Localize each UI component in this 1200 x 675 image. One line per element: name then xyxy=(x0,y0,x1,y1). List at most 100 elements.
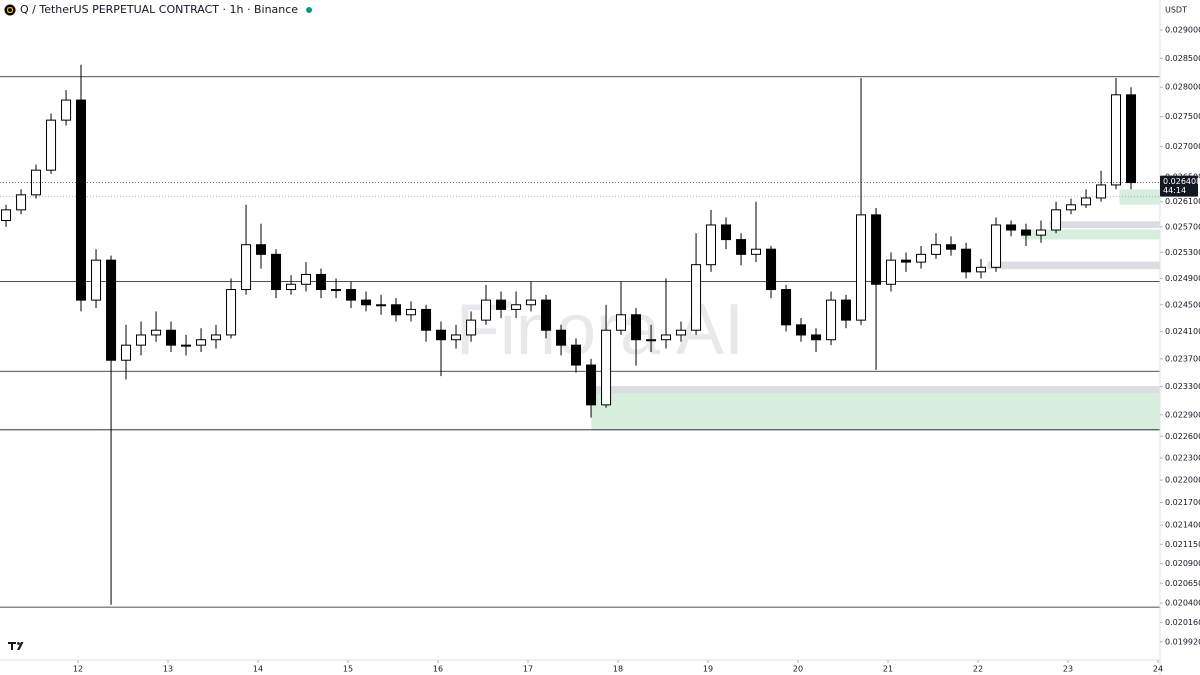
candle-body xyxy=(91,259,102,301)
candle-body xyxy=(750,248,762,255)
candle-body xyxy=(885,259,897,285)
y-tick-label: 0.022300 xyxy=(1165,454,1200,463)
candle-body xyxy=(106,259,117,361)
y-tick-label: 0.027500 xyxy=(1165,112,1200,121)
candle-body xyxy=(1,209,12,222)
candle-body xyxy=(435,329,447,341)
candle-body xyxy=(271,253,282,291)
zone xyxy=(591,393,1161,431)
x-tick-label: 13 xyxy=(163,665,173,674)
candle-body xyxy=(226,289,237,336)
candle-body xyxy=(991,224,1002,268)
candle-body xyxy=(136,334,147,346)
x-tick-label: 22 xyxy=(973,665,983,674)
candle-body xyxy=(676,329,687,336)
candle-body xyxy=(1036,229,1047,236)
candle-body xyxy=(210,334,222,341)
y-tick-label: 0.022900 xyxy=(1165,410,1200,419)
candle-body xyxy=(766,248,777,291)
candle-body xyxy=(795,324,807,336)
candle-body xyxy=(691,264,702,331)
candle-body xyxy=(646,339,657,342)
candle-body xyxy=(331,289,342,292)
candle-body xyxy=(376,304,387,307)
candle-body xyxy=(406,308,417,316)
candle-body xyxy=(165,329,177,346)
y-tick-label: 0.029000 xyxy=(1165,26,1200,35)
candle-body xyxy=(30,169,42,196)
y-tick-label: 0.020650 xyxy=(1165,579,1200,588)
candle-body xyxy=(1126,94,1137,184)
y-tick-label: 0.022600 xyxy=(1165,432,1200,441)
x-tick-label: 12 xyxy=(73,665,83,674)
candle-body xyxy=(556,329,567,346)
candle-body xyxy=(255,244,267,255)
x-tick-label: 24 xyxy=(1153,665,1163,674)
y-tick-label: 0.022000 xyxy=(1165,476,1200,485)
candle-body xyxy=(871,214,882,285)
candle-body xyxy=(631,314,642,341)
candle-body xyxy=(181,344,192,347)
y-tick-label: 0.020900 xyxy=(1165,559,1200,568)
candle-body xyxy=(120,344,132,361)
candle-body xyxy=(586,364,597,406)
y-tick-label: 0.025700 xyxy=(1165,222,1200,231)
currency-label: USDT xyxy=(1165,6,1187,15)
x-tick-label: 15 xyxy=(343,665,353,674)
logo-mark xyxy=(8,642,24,650)
candle-body xyxy=(466,319,477,336)
x-tick-label: 23 xyxy=(1063,665,1073,674)
y-tick-label: 0.024900 xyxy=(1165,274,1200,283)
candle-body xyxy=(961,248,972,273)
candle-body xyxy=(451,334,462,341)
candle-body xyxy=(615,314,627,331)
candle-body xyxy=(300,273,312,285)
x-tick-label: 14 xyxy=(253,665,263,674)
candle-body xyxy=(151,329,162,336)
y-tick-label: 0.021400 xyxy=(1165,521,1200,530)
levels xyxy=(0,76,1160,608)
candle-body xyxy=(286,283,297,291)
candle-body xyxy=(541,299,552,331)
y-tick-label: 0.021150 xyxy=(1165,540,1200,549)
currency-box xyxy=(1161,0,1200,20)
candle-body xyxy=(16,194,27,211)
x-tick-label: 17 xyxy=(523,665,533,674)
x-tick-label: 16 xyxy=(433,665,443,674)
y-tick-label: 0.019920 xyxy=(1165,637,1200,646)
candle-body xyxy=(61,99,72,121)
candle-body xyxy=(1006,224,1017,231)
zone xyxy=(1049,221,1161,228)
tradingview-logo xyxy=(8,642,24,650)
candle-body xyxy=(570,344,582,366)
y-tick-label: 0.020160 xyxy=(1165,618,1200,627)
candle-body xyxy=(975,266,987,273)
candle-body xyxy=(525,299,537,306)
y-tick-label: 0.024500 xyxy=(1165,300,1200,309)
candle-body xyxy=(361,299,372,306)
y-tick-label: 0.023300 xyxy=(1165,382,1200,391)
zones xyxy=(591,189,1161,431)
candle-body xyxy=(930,244,942,255)
current-price-label: 0.026408 xyxy=(1163,177,1200,186)
candle-body xyxy=(781,289,792,326)
candle-body xyxy=(826,299,837,341)
candle-body xyxy=(901,259,912,263)
y-tick-label: 0.027000 xyxy=(1165,142,1200,151)
candle-body xyxy=(390,304,402,316)
candle-body xyxy=(736,239,747,255)
symbol-logo-ring xyxy=(6,6,14,14)
zone xyxy=(591,386,1161,394)
candle-body xyxy=(1065,204,1076,211)
candle-body xyxy=(421,308,432,331)
x-tick-label: 20 xyxy=(793,665,803,674)
logo-dot xyxy=(17,642,20,645)
candle-body xyxy=(345,289,357,301)
x-tick-label: 21 xyxy=(883,665,893,674)
candle-body xyxy=(511,304,522,310)
y-tick-label: 0.023700 xyxy=(1165,354,1200,363)
candle-body xyxy=(856,214,867,321)
zone xyxy=(987,261,1161,270)
